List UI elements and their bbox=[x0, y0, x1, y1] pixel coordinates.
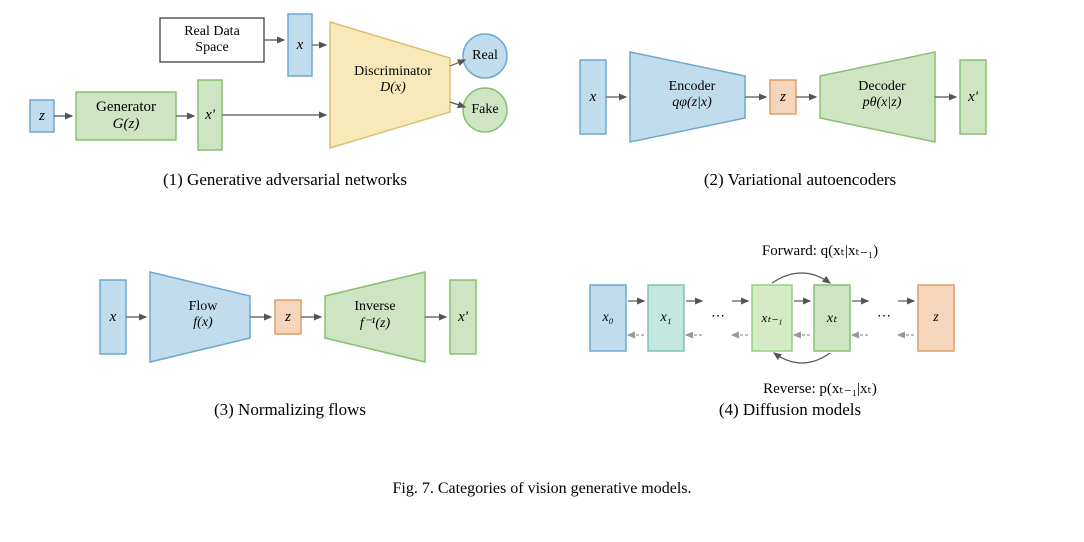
vae-dec-bottom: pθ(x|z) bbox=[863, 95, 902, 111]
diff-xtm1-text: xₜ₋₁ bbox=[762, 310, 783, 326]
flow-inverse: Inverse f⁻¹(z) bbox=[330, 292, 420, 338]
vae-enc-bottom: qφ(z|x) bbox=[672, 95, 712, 111]
diff-dots1-text: ⋯ bbox=[711, 308, 725, 325]
flow-xprime: x' bbox=[450, 280, 476, 354]
gan-fake: Fake bbox=[463, 99, 507, 121]
gan-xprime-text: x' bbox=[205, 107, 215, 124]
diff-forward: Forward: q(xₜ|xₜ₋₁) bbox=[720, 240, 920, 260]
diff-dots2-text: ⋯ bbox=[877, 308, 891, 325]
gan-disc-top: Discriminator bbox=[354, 64, 432, 80]
gan-realdata-text: Real Data Space bbox=[184, 24, 240, 56]
vae-label: (2) Variational autoencoders bbox=[660, 170, 940, 190]
flow-inv-bottom: f⁻¹(z) bbox=[360, 315, 390, 332]
gan-realdata: Real Data Space bbox=[160, 18, 264, 62]
vae-x: x bbox=[580, 60, 606, 134]
gan-generator-bottom: G(z) bbox=[113, 116, 140, 133]
flow-z: z bbox=[275, 300, 301, 334]
vae-xprime: x' bbox=[960, 60, 986, 134]
gan-real-text: Real bbox=[472, 48, 498, 64]
diff-x1: x₁ bbox=[648, 285, 684, 351]
vae-z: z bbox=[770, 80, 796, 114]
figure-container: z Generator G(z) x' Real Data Space x Di… bbox=[0, 0, 1084, 542]
figure-caption: Fig. 7. Categories of vision generative … bbox=[0, 480, 1084, 498]
diff-label: (4) Diffusion models bbox=[680, 400, 900, 420]
vae-enc-top: Encoder bbox=[669, 79, 716, 95]
flow-label: (3) Normalizing flows bbox=[170, 400, 410, 420]
vae-dec-top: Decoder bbox=[858, 79, 905, 95]
gan-xprime: x' bbox=[198, 80, 222, 150]
vae-z-text: z bbox=[780, 89, 786, 106]
diff-xtm1: xₜ₋₁ bbox=[752, 285, 792, 351]
flow-label-text: (3) Normalizing flows bbox=[214, 400, 366, 419]
gan-label: (1) Generative adversarial networks bbox=[120, 170, 450, 190]
diff-label-text: (4) Diffusion models bbox=[719, 400, 861, 419]
flow-x: x bbox=[100, 280, 126, 354]
gan-disc-bottom: D(x) bbox=[380, 80, 406, 96]
gan-generator-top: Generator bbox=[96, 99, 156, 116]
gan-z-text: z bbox=[39, 108, 45, 125]
gan-fake-text: Fake bbox=[471, 102, 498, 118]
flow-inv-top: Inverse bbox=[354, 299, 395, 315]
diff-x0-text: x₀ bbox=[602, 310, 613, 326]
vae-x-text: x bbox=[590, 89, 597, 106]
diff-x0: x₀ bbox=[590, 285, 626, 351]
vae-decoder: Decoder pθ(x|z) bbox=[832, 70, 932, 120]
diff-dots2: ⋯ bbox=[864, 306, 904, 326]
flow-xprime-text: x' bbox=[458, 309, 468, 326]
gan-x: x bbox=[288, 14, 312, 76]
diff-reverse-text: Reverse: p(xₜ₋₁|xₜ) bbox=[763, 379, 877, 398]
flow-flow: Flow f(x) bbox=[158, 292, 248, 338]
vae-encoder: Encoder qφ(z|x) bbox=[642, 70, 742, 120]
flow-x-text: x bbox=[110, 309, 117, 326]
gan-z: z bbox=[30, 100, 54, 132]
diff-z-text: z bbox=[933, 310, 938, 326]
flow-bottom: f(x) bbox=[193, 315, 212, 331]
flow-z-text: z bbox=[285, 309, 291, 326]
diff-reverse: Reverse: p(xₜ₋₁|xₜ) bbox=[720, 378, 920, 398]
diff-xt-text: xₜ bbox=[827, 310, 837, 327]
gan-label-text: (1) Generative adversarial networks bbox=[163, 170, 407, 189]
flow-top: Flow bbox=[189, 299, 218, 315]
gan-disc: Discriminator D(x) bbox=[338, 50, 448, 110]
vae-label-text: (2) Variational autoencoders bbox=[704, 170, 896, 189]
gan-generator: Generator G(z) bbox=[76, 92, 176, 140]
diff-x1-text: x₁ bbox=[660, 310, 671, 326]
diff-dots1: ⋯ bbox=[698, 306, 738, 326]
vae-xprime-text: x' bbox=[968, 89, 978, 106]
gan-real: Real bbox=[463, 45, 507, 67]
caption-text: Fig. 7. Categories of vision generative … bbox=[392, 480, 691, 497]
gan-x-text: x bbox=[297, 37, 304, 54]
diff-forward-text: Forward: q(xₜ|xₜ₋₁) bbox=[762, 241, 878, 260]
diff-xt: xₜ bbox=[814, 285, 850, 351]
diff-z: z bbox=[918, 285, 954, 351]
flow-svg bbox=[90, 260, 510, 410]
